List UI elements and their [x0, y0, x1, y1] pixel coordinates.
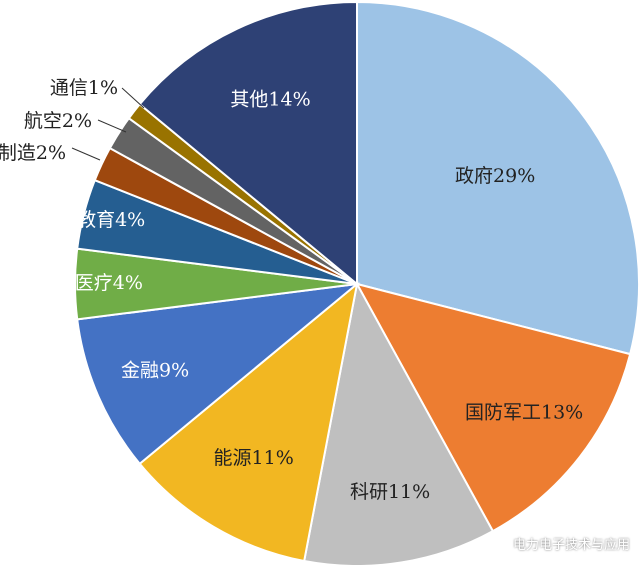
slice-label: 其他14% — [230, 88, 310, 110]
pie-slices — [74, 0, 640, 565]
slice-label: 科研11% — [350, 481, 430, 503]
leader-lines — [71, 87, 145, 161]
slice-label: 国防军工13% — [465, 402, 583, 424]
pie-slice — [356, 0, 640, 356]
slice-label: 制造2% — [0, 142, 66, 164]
pie-slice — [302, 281, 495, 565]
slice-labels: 政府29% 国防军工13% 科研11% 能源11% 金融9% 医疗4% 教育4% 制造2% 航空… — [0, 77, 583, 503]
pie-slice — [355, 282, 632, 533]
pie-slice — [138, 281, 359, 563]
pie-slice — [76, 282, 361, 466]
slice-label: 通信1% — [50, 77, 118, 99]
slice-label: 政府29% — [455, 165, 535, 187]
slice-label: 航空2% — [24, 110, 92, 132]
slice-label: 能源11% — [214, 447, 294, 469]
watermark: 电力电子技术与应用 — [491, 534, 630, 553]
slice-label: 教育4% — [77, 209, 145, 231]
watermark-text: 电力电子技术与应用 — [512, 538, 630, 553]
pie-slice — [138, 0, 358, 287]
wechat-icon — [491, 537, 509, 550]
leader-line — [71, 147, 101, 161]
slice-label: 医疗4% — [75, 272, 143, 294]
leader-line — [97, 119, 127, 133]
leader-line — [121, 87, 145, 109]
slice-label: 金融9% — [121, 359, 189, 381]
